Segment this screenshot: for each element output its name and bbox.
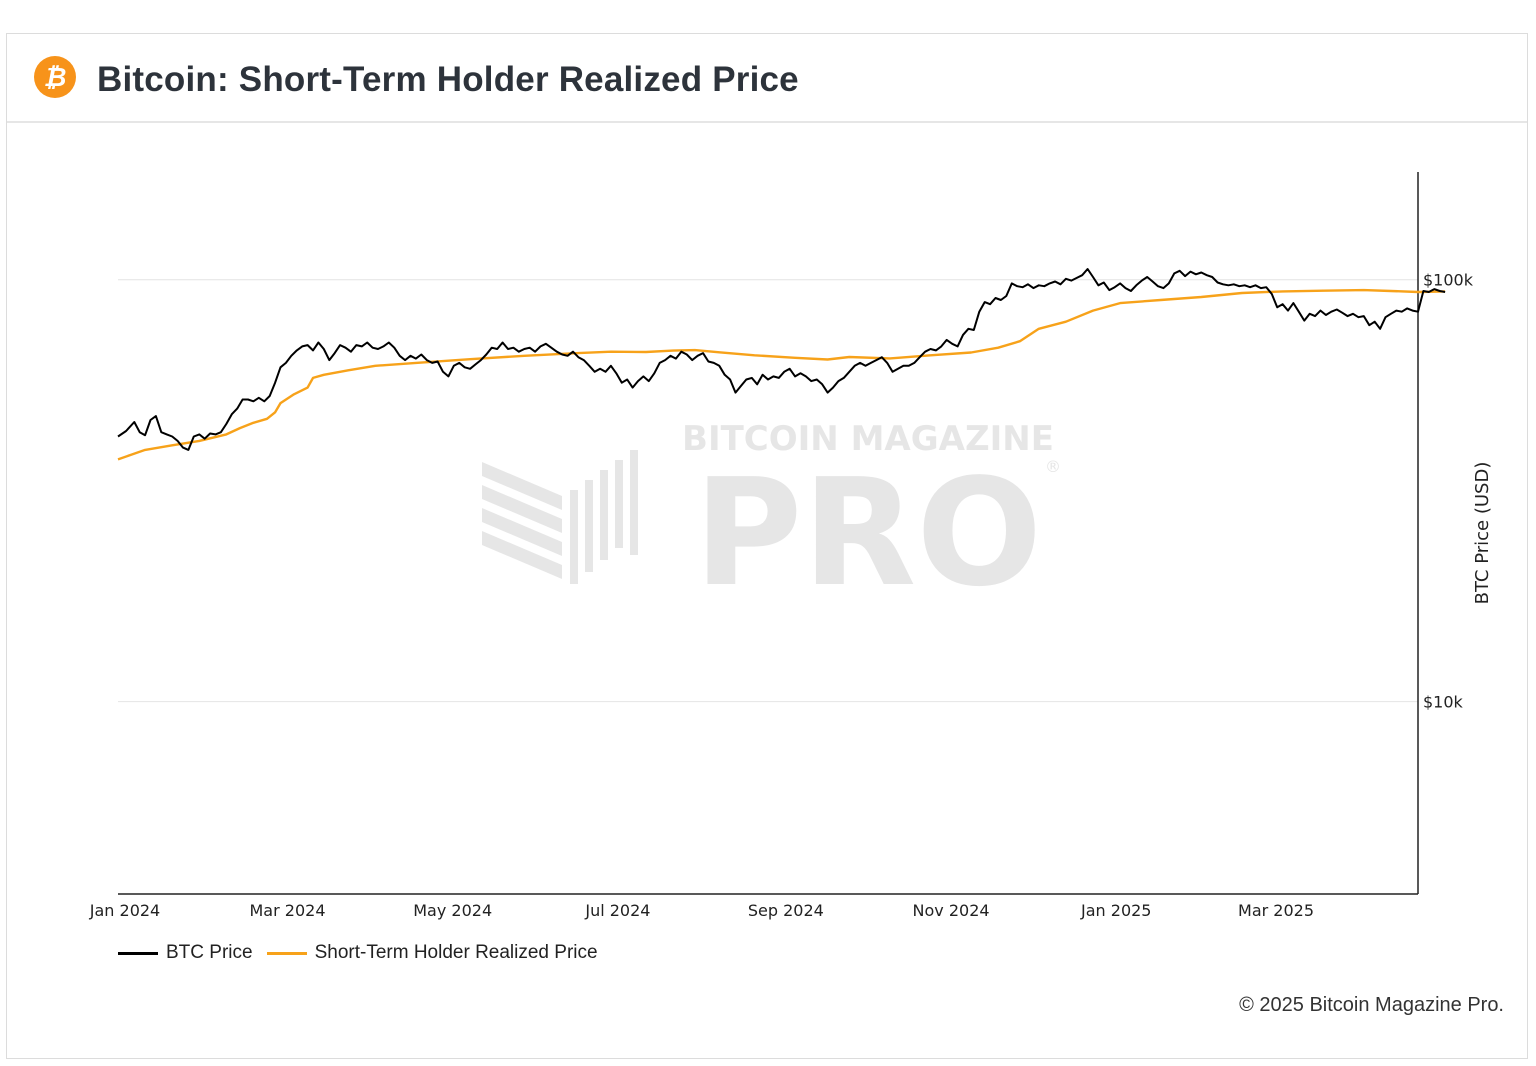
y-axis-label: BTC Price (USD) bbox=[1472, 462, 1493, 605]
copyright-footer: © 2025 Bitcoin Magazine Pro. bbox=[1239, 994, 1504, 1016]
x-tick-label: May 2024 bbox=[413, 901, 492, 920]
x-tick-label: Jan 2025 bbox=[1080, 901, 1151, 920]
x-tick-label: Mar 2024 bbox=[250, 901, 326, 920]
watermark-line2: PRO bbox=[694, 447, 1042, 619]
bitcoin-symbol-icon: ₿ bbox=[44, 63, 67, 93]
watermark-registered-mark: ® bbox=[1045, 457, 1061, 476]
series-lines bbox=[117, 268, 1446, 461]
chart-card: ₿ Bitcoin: Short-Term Holder Realized Pr… bbox=[6, 33, 1528, 1059]
series-line-sth-realized-price bbox=[117, 288, 1446, 461]
chart-header: ₿ Bitcoin: Short-Term Holder Realized Pr… bbox=[7, 34, 1527, 123]
x-tick-label: Sep 2024 bbox=[748, 901, 824, 920]
watermark-logo-icon bbox=[482, 450, 638, 584]
y-tick-label: $10k bbox=[1423, 693, 1464, 712]
legend-item-sth-realized-price[interactable]: Short-Term Holder Realized Price bbox=[266, 942, 598, 964]
legend-swatch-sth bbox=[266, 951, 307, 955]
watermark-line1: BITCOIN MAGAZINE bbox=[682, 419, 1054, 459]
legend-item-btc-price[interactable]: BTC Price bbox=[118, 942, 253, 964]
series-line-btc-price bbox=[117, 268, 1446, 451]
legend-label-sth: Short-Term Holder Realized Price bbox=[314, 942, 598, 963]
legend-label-btc: BTC Price bbox=[166, 942, 253, 963]
y-tick-label: $100k bbox=[1423, 271, 1474, 290]
x-tick-label: Jan 2024 bbox=[89, 901, 160, 920]
bitcoin-logo-icon: ₿ bbox=[34, 56, 76, 98]
x-tick-label: Mar 2025 bbox=[1238, 901, 1314, 920]
legend-swatch-btc bbox=[118, 951, 158, 955]
x-tick-label: Jul 2024 bbox=[584, 901, 650, 920]
svg-text:₿: ₿ bbox=[44, 63, 67, 93]
page-title: Bitcoin: Short-Term Holder Realized Pric… bbox=[97, 60, 799, 99]
legend: BTC Price Short-Term Holder Realized Pri… bbox=[118, 942, 612, 964]
grid bbox=[118, 279, 1418, 703]
watermark: BITCOIN MAGAZINE PRO ® bbox=[482, 419, 1061, 619]
x-tick-label: Nov 2024 bbox=[913, 901, 990, 920]
axes: $100k $10k Jan 2024 Mar 2024 May 2024 Jul 202… bbox=[89, 172, 1474, 920]
